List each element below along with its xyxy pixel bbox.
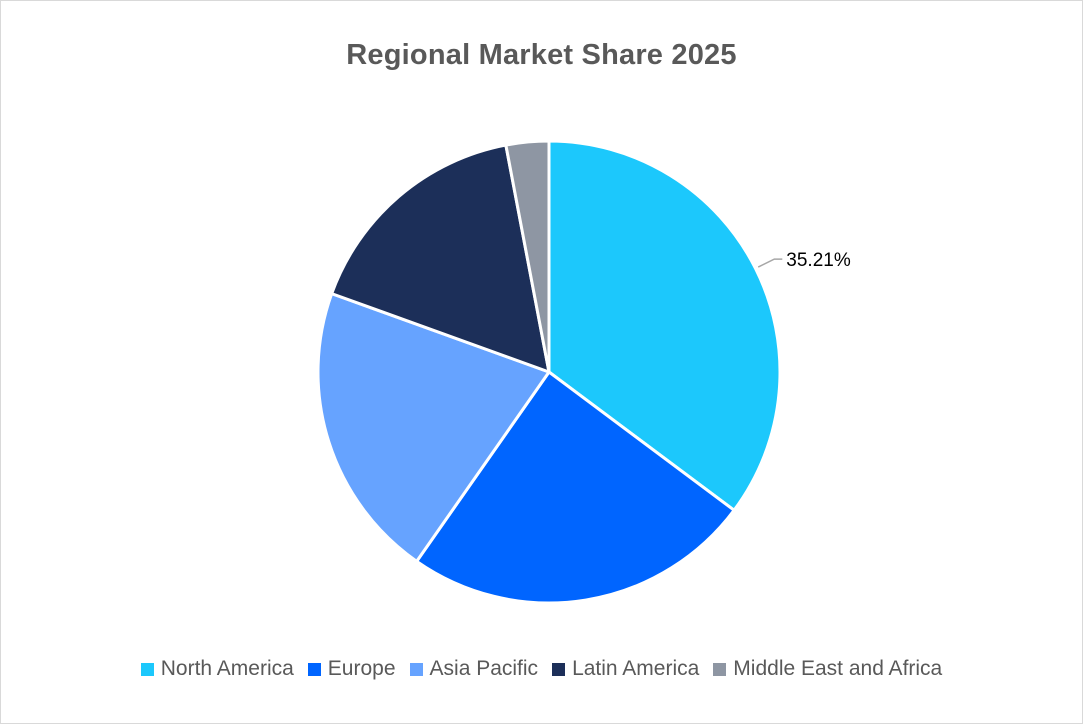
legend-label: Asia Pacific [429,657,539,680]
legend-item-europe: Europe [307,657,396,681]
legend-label: Latin America [572,657,700,680]
legend-swatch [552,662,566,676]
legend-swatch [409,662,423,676]
legend-swatch [140,662,154,676]
legend-item-asia-pacific: Asia Pacific [409,657,539,681]
data-label-north-america: 35.21% [786,250,851,271]
chart-legend: North America Europe Asia Pacific Latin Ame… [1,657,1082,681]
pie-slice-europe [415,370,736,605]
pie-chart: 35.21% [316,139,851,605]
chart-title: Regional Market Share 2025 [346,39,737,71]
legend-label: North America [160,657,294,680]
pie-slice-latin-america [330,143,551,374]
legend-label: Europe [327,657,396,680]
legend-item-latin-america: Latin America [552,657,699,681]
pie-slice-asia-pacific [316,292,551,563]
pie-slice-middle-east-and-africa [504,139,551,374]
pie-slice-north-america [547,139,782,512]
data-label-leader-line [757,258,783,268]
legend-label: Middle East and Africa [733,657,943,680]
legend-swatch [307,662,321,676]
legend-item-north-america: North America [140,657,294,681]
legend-item-middle-east-and-africa: Middle East and Africa [713,657,942,681]
legend-swatch [713,662,727,676]
